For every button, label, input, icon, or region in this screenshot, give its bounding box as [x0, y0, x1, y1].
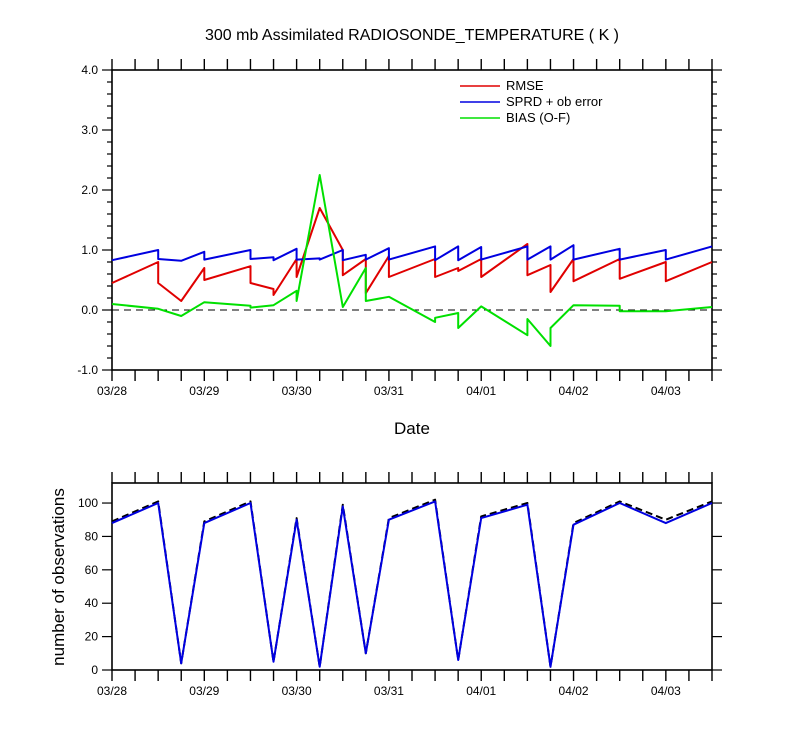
y-tick-label: 0: [91, 663, 98, 677]
y-tick-label: 3.0: [81, 123, 98, 137]
x-tick-label: 04/02: [559, 684, 589, 698]
series-line-bias-o-f: [111, 174, 713, 347]
y-tick-label: 60: [85, 563, 99, 577]
bottom-y-axis-title: number of observations: [49, 488, 68, 666]
x-tick-label: 03/28: [97, 384, 127, 398]
y-tick-label: 80: [85, 529, 99, 543]
y-tick-label: 100: [78, 496, 98, 510]
y-tick-label: 40: [85, 596, 99, 610]
y-tick-label: 20: [85, 630, 99, 644]
x-tick-label: 03/30: [282, 384, 312, 398]
top-plot: -1.0 0.0 1.0 2.0 3.0 4.0 03/28 03/29 03/30 03/31 0…: [77, 59, 722, 398]
series-line-rmse: [111, 207, 713, 302]
x-tick-label: 03/29: [189, 384, 219, 398]
y-tick-label: 2.0: [81, 183, 98, 197]
legend-label: SPRD + ob error: [506, 94, 603, 109]
x-tick-label: 04/02: [559, 384, 589, 398]
legend-label: BIAS (O-F): [506, 110, 570, 125]
series-line-observations-dashed: [111, 498, 713, 668]
x-tick-label: 03/31: [374, 684, 404, 698]
x-tick-label: 04/01: [466, 384, 496, 398]
chart-title: 300 mb Assimilated RADIOSONDE_TEMPERATUR…: [205, 27, 619, 44]
y-tick-label: -1.0: [77, 363, 98, 377]
bottom-plot: 0 20 40 60 80 100 03/28 03/29 03/30 03/31 04/01 04/…: [78, 472, 722, 698]
x-axis-title: Date: [394, 419, 430, 438]
x-tick-label: 03/29: [189, 684, 219, 698]
y-tick-label: 0.0: [81, 303, 98, 317]
x-tick-label: 04/03: [651, 684, 681, 698]
plot-frame: [111, 69, 713, 371]
series-line-sprd-ob-error: [111, 244, 713, 262]
x-tick-label: 03/28: [97, 684, 127, 698]
x-tick-label: 03/31: [374, 384, 404, 398]
x-tick-label: 03/30: [282, 684, 312, 698]
series-line-observations-solid: [111, 500, 713, 668]
legend-label: RMSE: [506, 78, 544, 93]
y-tick-label: 1.0: [81, 243, 98, 257]
x-tick-label: 04/03: [651, 384, 681, 398]
x-tick-label: 04/01: [466, 684, 496, 698]
y-tick-label: 4.0: [81, 63, 98, 77]
